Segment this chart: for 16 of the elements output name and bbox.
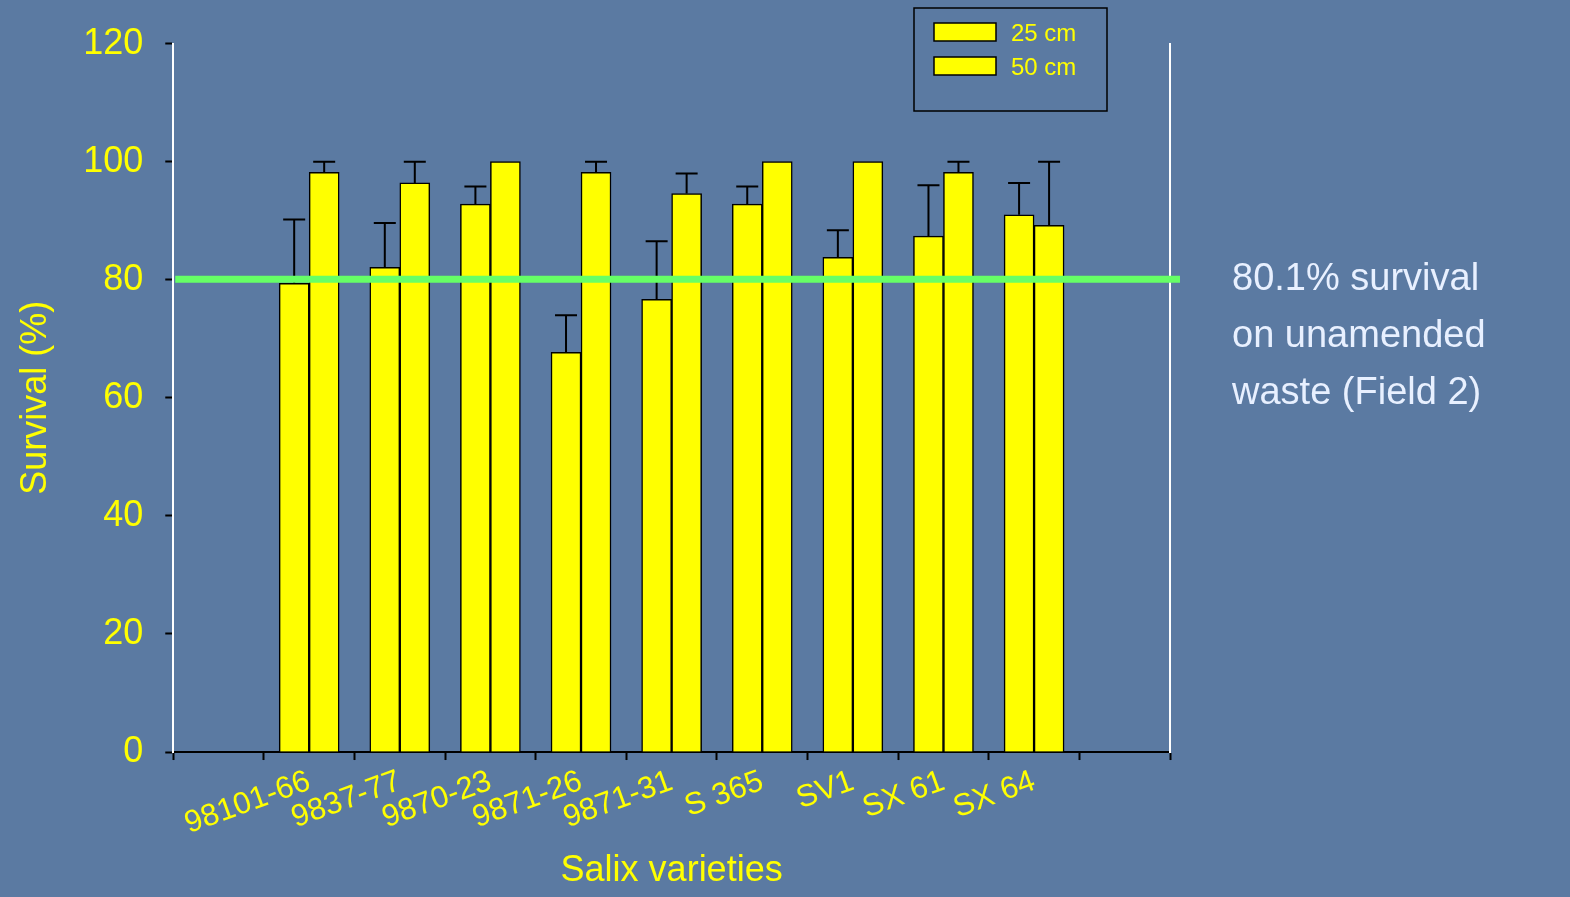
- y-tick-label: 120: [83, 20, 144, 62]
- y-axis-title: Survival (%): [12, 300, 54, 495]
- y-tick-label: 80: [103, 256, 144, 298]
- x-tick-label: SX 64: [948, 762, 1040, 825]
- legend-label: 25 cm: [1011, 18, 1077, 46]
- x-axis-title: Salix varieties: [560, 848, 783, 890]
- legend-label: 50 cm: [1011, 52, 1077, 80]
- x-tick-label: S 365: [679, 762, 768, 823]
- y-tick-label: 100: [83, 138, 144, 180]
- y-tick-label: 40: [103, 492, 144, 534]
- y-tick-label: 60: [103, 374, 144, 416]
- x-tick-label: SX 61: [857, 762, 949, 825]
- y-tick-label: 0: [123, 728, 144, 770]
- x-tick-label: SV1: [791, 762, 859, 816]
- ref-line-label: 80.1% survival on unamended waste (Field 2): [1231, 255, 1486, 412]
- y-tick-label: 20: [103, 610, 144, 652]
